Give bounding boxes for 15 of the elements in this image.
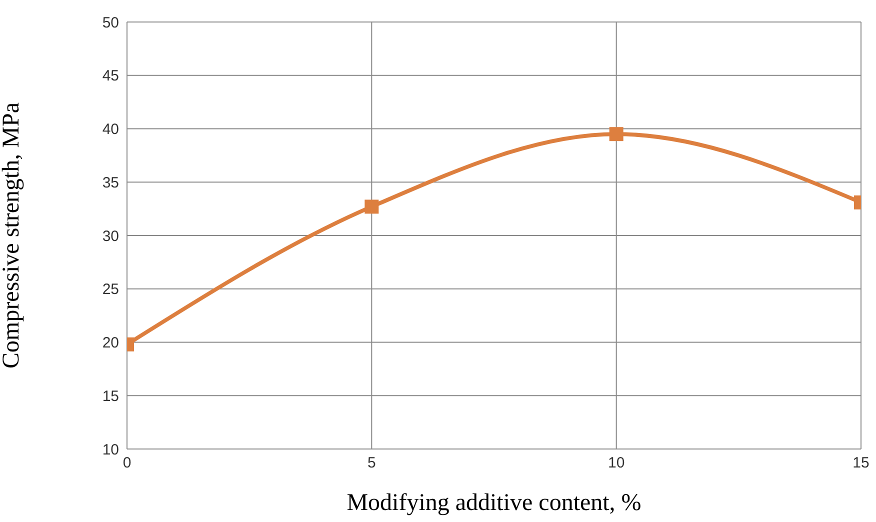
y-tick-label: 50 — [102, 14, 119, 32]
y-tick-label: 30 — [102, 228, 119, 245]
y-tick-label: 20 — [102, 334, 119, 352]
y-tick-label: 40 — [102, 121, 119, 138]
x-tick-label: 15 — [852, 454, 870, 472]
y-tick-label: 10 — [102, 441, 119, 458]
y-tick-label: 25 — [102, 281, 119, 298]
x-tick-label: 0 — [122, 454, 132, 472]
y-tick-label: 45 — [102, 68, 119, 85]
y-axis-title: Compressive strength, MPa — [0, 102, 25, 368]
x-tick-label: 10 — [608, 454, 625, 472]
y-tick-label: 35 — [102, 174, 119, 192]
x-tick-label: 5 — [367, 454, 376, 472]
x-axis-title: Modifying additive content, % — [346, 490, 642, 516]
y-tick-label: 15 — [102, 388, 119, 405]
